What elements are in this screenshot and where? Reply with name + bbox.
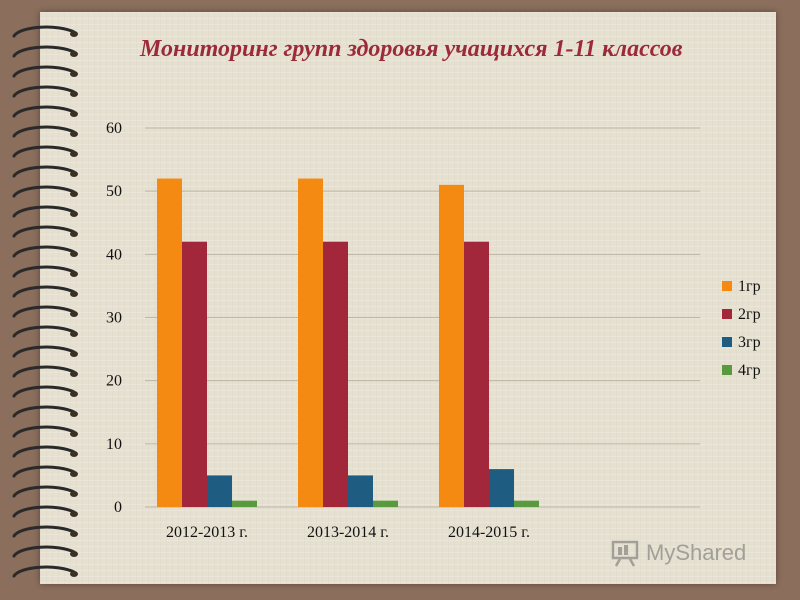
y-tick-label: 30 xyxy=(106,310,122,327)
presentation-board-icon xyxy=(611,540,639,567)
y-tick-label: 0 xyxy=(114,499,122,516)
spiral-ring xyxy=(12,65,76,78)
ring-hole xyxy=(70,531,78,537)
bar-1 xyxy=(157,178,182,508)
x-axis-labels: 2012-2013 г. 2013-2014 г. 2014-2015 г. xyxy=(166,524,530,541)
legend-swatch xyxy=(722,337,732,347)
ring-hole xyxy=(70,211,78,217)
x-category-label: 2013-2014 г. xyxy=(307,524,389,541)
ring-hole xyxy=(70,311,78,317)
ring-hole xyxy=(70,51,78,57)
bar-1 xyxy=(298,178,323,508)
spiral-ring xyxy=(12,45,76,58)
legend-label: 2гр xyxy=(738,306,761,323)
ring-hole xyxy=(70,71,78,77)
myshared-watermark: MyShared xyxy=(610,536,746,570)
chart-title: Мониторинг групп здоровья учащихся 1-11 … xyxy=(140,36,683,62)
spiral-ring xyxy=(12,145,76,158)
bar-4 xyxy=(232,500,257,507)
bar-2 xyxy=(464,241,489,507)
ring-hole xyxy=(70,431,78,437)
ring-hole xyxy=(70,511,78,517)
ring-hole xyxy=(70,231,78,237)
y-tick-label: 60 xyxy=(106,120,122,137)
spiral-ring xyxy=(12,85,76,98)
spiral-ring xyxy=(12,465,76,478)
spiral-ring xyxy=(12,445,76,458)
ring-hole xyxy=(70,171,78,177)
legend: 1гр 2гр 3гр 4гр xyxy=(722,278,761,379)
spiral-ring xyxy=(12,285,76,298)
bar-4 xyxy=(514,500,539,507)
spiral-ring xyxy=(12,225,76,238)
x-category-label: 2012-2013 г. xyxy=(166,524,248,541)
ring-hole xyxy=(70,91,78,97)
bars xyxy=(157,178,539,508)
spiral-ring xyxy=(12,385,76,398)
spiral-ring xyxy=(12,245,76,258)
ring-hole xyxy=(70,551,78,557)
bar-2 xyxy=(182,241,207,507)
spiral-ring xyxy=(12,345,76,358)
spiral-ring xyxy=(12,265,76,278)
ring-hole xyxy=(70,411,78,417)
ring-hole xyxy=(70,351,78,357)
gridlines xyxy=(145,127,700,508)
spiral-ring xyxy=(12,185,76,198)
ring-hole xyxy=(70,251,78,257)
ring-hole xyxy=(70,371,78,377)
x-category-label: 2014-2015 г. xyxy=(448,524,530,541)
spiral-ring xyxy=(12,325,76,338)
ring-hole xyxy=(70,291,78,297)
spiral-ring xyxy=(12,485,76,498)
ring-hole xyxy=(70,131,78,137)
spiral-ring xyxy=(12,205,76,218)
bar-3 xyxy=(348,475,373,507)
spiral-ring xyxy=(12,165,76,178)
legend-swatch xyxy=(722,365,732,375)
y-tick-label: 10 xyxy=(106,436,122,453)
spiral-ring xyxy=(12,125,76,138)
ring-hole xyxy=(70,111,78,117)
y-tick-label: 40 xyxy=(106,246,122,263)
ring-hole xyxy=(70,471,78,477)
spiral-ring xyxy=(12,525,76,538)
watermark-text: MyShared xyxy=(646,540,747,565)
spiral-ring xyxy=(12,425,76,438)
y-tick-label: 20 xyxy=(106,373,122,390)
ring-hole xyxy=(70,151,78,157)
ring-hole xyxy=(70,31,78,37)
spiral-ring xyxy=(12,105,76,118)
bar-1 xyxy=(439,184,464,507)
legend-swatch xyxy=(722,309,732,319)
ring-hole xyxy=(70,191,78,197)
legend-label: 3гр xyxy=(738,334,761,351)
spiral-ring xyxy=(12,505,76,518)
y-tick-label: 50 xyxy=(106,183,122,200)
spiral-ring xyxy=(12,565,76,578)
legend-swatch xyxy=(722,281,732,291)
ring-hole xyxy=(70,491,78,497)
spiral-ring xyxy=(12,545,76,558)
ring-hole xyxy=(70,571,78,577)
legend-label: 1гр xyxy=(738,278,761,295)
bar-2 xyxy=(323,241,348,507)
spiral-ring xyxy=(12,365,76,378)
spiral-binding-icon xyxy=(12,25,78,578)
bar-3 xyxy=(207,475,232,507)
legend-label: 4гр xyxy=(738,362,761,379)
ring-hole xyxy=(70,271,78,277)
bar-3 xyxy=(489,469,514,507)
ring-hole xyxy=(70,451,78,457)
spiral-ring xyxy=(12,305,76,318)
bar-4 xyxy=(373,500,398,507)
y-axis-ticks: 0 10 20 30 40 50 60 xyxy=(106,120,122,516)
spiral-ring xyxy=(12,405,76,418)
ring-hole xyxy=(70,331,78,337)
spiral-ring xyxy=(12,25,76,38)
ring-hole xyxy=(70,391,78,397)
